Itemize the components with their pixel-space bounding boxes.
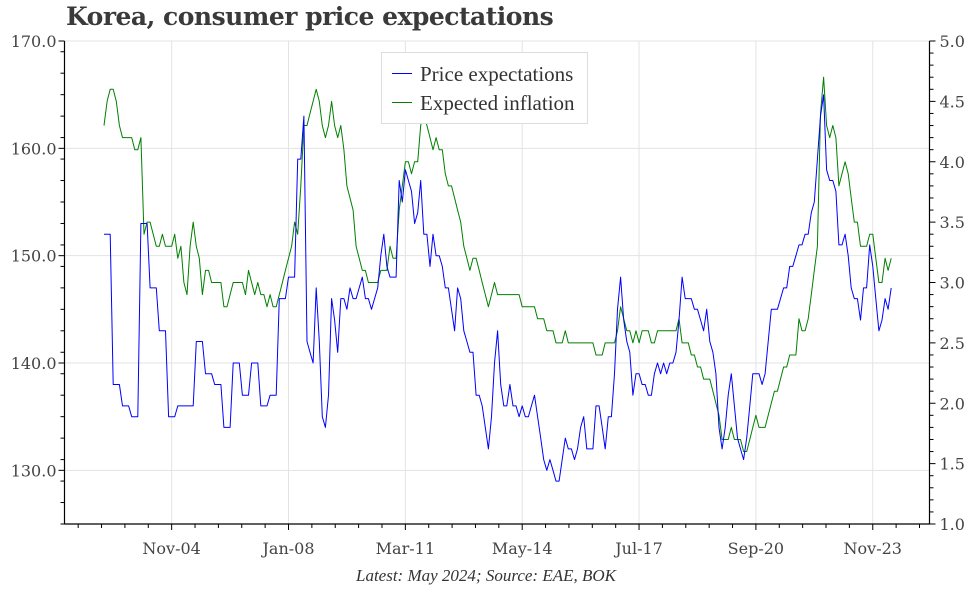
legend-item-price-expectations: Price expectations [392,59,575,88]
x-tick-label: May-14 [492,539,553,558]
x-tick-label: Jul-17 [613,539,663,558]
series-layer [103,76,892,482]
right-tick-label: 1.5 [940,455,965,474]
left-tick-label: 150.0 [11,247,57,266]
series-line-price-expectations [104,94,892,482]
right-tick-label: 3.5 [940,213,965,232]
left-tick-label: 170.0 [11,32,57,51]
legend-label: Price expectations [420,61,574,86]
legend-item-expected-inflation: Expected inflation [392,88,575,117]
legend-label: Expected inflation [420,90,575,115]
series-line-expected-inflation [103,76,892,452]
axes: 130.0 140.0 150.0 160.0 170.0 1.0 1.5 2.0 2.5 3.0… [11,32,965,558]
right-tick-label: 4.5 [940,92,965,111]
x-tick-label: Nov-23 [844,539,902,558]
right-tick-label: 2.0 [940,394,965,413]
x-tick-label: Mar-11 [376,539,435,558]
x-tick-label: Nov-04 [142,539,200,558]
legend-swatch-green [392,102,412,103]
left-tick-label: 160.0 [11,139,57,158]
legend-swatch-blue [392,73,412,74]
right-tick-label: 3.0 [940,274,965,293]
right-tick-label: 2.5 [940,334,965,353]
left-tick-label: 140.0 [11,354,57,373]
right-tick-label: 1.0 [940,515,965,534]
chart-title: Korea, consumer price expectations [66,2,554,31]
x-tick-label: Jan-08 [260,539,314,558]
source-note: Latest: May 2024; Source: EAE, BOK [356,566,616,585]
legend: Price expectations Expected inflation [381,52,588,124]
right-tick-label: 5.0 [940,32,965,51]
x-tick-label: Sep-20 [728,539,784,558]
right-tick-label: 4.0 [940,153,965,172]
left-tick-label: 130.0 [11,461,57,480]
